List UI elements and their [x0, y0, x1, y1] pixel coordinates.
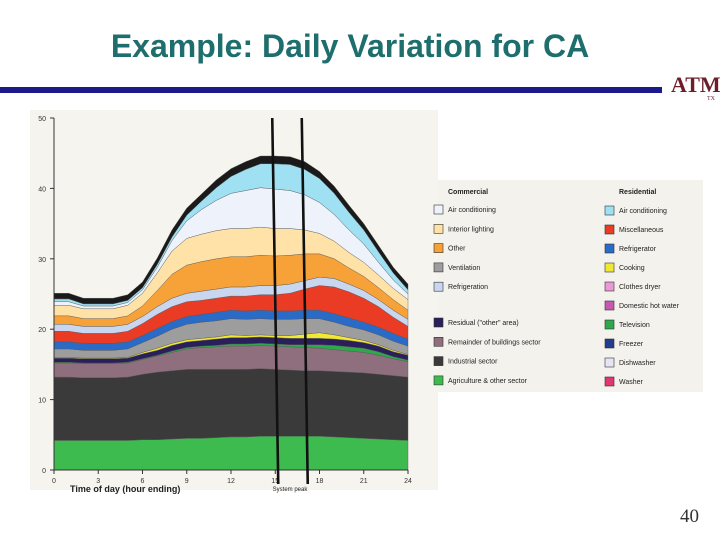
- legend-commercial-header: Commercial: [448, 189, 488, 196]
- x-tick-label-0: 0: [52, 478, 56, 485]
- y-tick-label-50: 50: [38, 116, 46, 123]
- x-tick-label-6: 6: [141, 478, 145, 485]
- x-tick-label-12: 12: [227, 478, 235, 485]
- legend-swatch-commercial-refrigeration: [433, 281, 444, 292]
- legend-swatch-residential-refrigerator: [604, 243, 615, 254]
- legend-swatch-residential-air-conditioning: [604, 205, 615, 216]
- legend-panel: [438, 180, 703, 392]
- legend-label-residential-air-conditioning: Air conditioning: [619, 208, 667, 215]
- legend-label-residential-refrigerator: Refrigerator: [619, 246, 657, 253]
- slide-title: Example: Daily Variation for CA: [110, 28, 590, 64]
- x-tick-label-21: 21: [360, 478, 368, 485]
- legend-swatch-agriculture-other-sector: [433, 375, 444, 386]
- legend-label-residential-domestic-hot-water: Domestic hot water: [619, 303, 680, 310]
- legend-swatch-commercial-other: [433, 243, 444, 253]
- legend-swatch-residual-other-area: [433, 317, 444, 328]
- legend-residential-header: Residential: [619, 189, 656, 196]
- peak-line-1: [270, 117, 280, 485]
- legend-label-commercial-ventilation: Ventilation: [448, 265, 480, 272]
- legend-label-commercial-interior-lighting: Interior lighting: [448, 226, 494, 233]
- logo-text: ATM: [671, 72, 720, 97]
- logo-subtext: TX: [707, 96, 715, 102]
- x-tick-label-24: 24: [404, 478, 412, 485]
- legend-swatch-residential-miscellaneous: [604, 224, 615, 235]
- x-tick-label-15: 15: [271, 478, 279, 485]
- x-tick-label-18: 18: [316, 478, 324, 485]
- legend-label-residential-freezer: Freezer: [619, 341, 644, 348]
- y-tick-label-10: 10: [38, 398, 46, 405]
- y-tick-label-30: 30: [38, 257, 46, 264]
- legend-swatch-residential-clothes-dryer: [604, 281, 615, 292]
- x-tick-label-9: 9: [185, 478, 189, 485]
- legend-label-residential-washer: Washer: [619, 379, 644, 386]
- legend-label-commercial-air-conditioning: Air conditioning: [448, 207, 496, 214]
- legend-swatch-residential-domestic-hot-water: [604, 300, 615, 311]
- legend-swatch-commercial-ventilation: [433, 262, 444, 273]
- legend-label-residential-clothes-dryer: Clothes dryer: [619, 284, 661, 291]
- legend-label-residential-television: Television: [619, 322, 650, 329]
- peak-line-2: [300, 117, 310, 485]
- legend-swatch-residential-dishwasher: [604, 357, 615, 368]
- y-tick-label-20: 20: [38, 327, 46, 334]
- y-tick-label-40: 40: [38, 186, 46, 193]
- stacked-areas: [53, 155, 409, 471]
- area-top-band: [53, 155, 409, 305]
- legend-swatch-industrial-sector: [433, 356, 444, 366]
- legend-label-residential-dishwasher: Dishwasher: [619, 360, 656, 367]
- x-axis-label: Time of day (hour ending): [70, 484, 180, 494]
- legend-label-residential-cooking: Cooking: [619, 265, 645, 272]
- title-rule: [0, 87, 662, 93]
- legend-label-agriculture-other-sector: Agriculture & other sector: [448, 378, 528, 385]
- legend-swatch-residential-cooking: [604, 262, 615, 273]
- legend-label-industrial-sector: Industrial sector: [448, 359, 498, 366]
- page-number: 40: [680, 506, 699, 527]
- legend-label-residential-miscellaneous: Miscellaneous: [619, 227, 664, 234]
- university-logo: ATM TX: [671, 72, 720, 108]
- legend-swatch-residential-television: [604, 319, 615, 330]
- chart-axes: 0 10 20 30 40 50 0 3 6 9 12 15 18 21 24 Time of day (ho…: [38, 116, 412, 494]
- legend-swatch-residential-freezer: [604, 338, 615, 349]
- legend-swatch-commercial-interior-lighting: [433, 224, 444, 234]
- chart-legend: Commercial Residential Air conditioning Int…: [433, 180, 703, 392]
- legend-swatch-commercial-air-conditioning: [433, 204, 444, 215]
- legend-swatch-remainder-of-buildings-sector: [433, 337, 444, 347]
- legend-label-remainder-of-buildings-sector: Remainder of buildings sector: [448, 339, 541, 346]
- legend-label-commercial-other: Other: [448, 246, 466, 253]
- area-agriculture-other-sector: [53, 436, 409, 471]
- legend-label-commercial-refrigeration: Refrigeration: [448, 284, 488, 291]
- legend-swatch-residential-washer: [604, 376, 615, 387]
- load-curve-figure: 0 10 20 30 40 50 0 3 6 9 12 15 18 21 24 Time of day (ho…: [30, 110, 703, 494]
- system-peak-label: System peak: [273, 487, 309, 493]
- y-tick-label-0: 0: [42, 468, 46, 475]
- legend-label-residual-other-area: Residual ("other" area): [448, 320, 519, 327]
- area-industrial-sector: [53, 368, 409, 441]
- x-tick-label-3: 3: [96, 478, 100, 485]
